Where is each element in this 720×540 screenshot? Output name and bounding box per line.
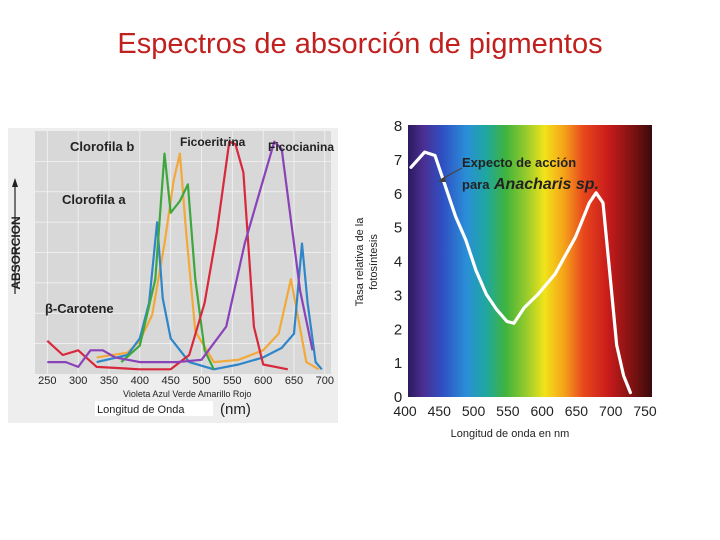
action-spectrum-curve [409, 150, 632, 395]
absorption-series-group [46, 140, 323, 371]
absorption-series-line-3 [46, 140, 289, 371]
action-y-tick-label: 3 [394, 287, 402, 304]
series-label-clorofila-a: Clorofila a [62, 192, 126, 207]
action-y-tick-label: 0 [394, 389, 402, 406]
absorption-y-axis-label: ABSORCION [9, 216, 23, 289]
action-x-tick-label: 550 [496, 403, 520, 419]
annotation-species: Anacharis sp. [493, 176, 599, 193]
absorption-series-line-4 [47, 140, 314, 368]
absorption-x-tick-label: 600 [254, 375, 272, 387]
annotation-pointer-head [438, 176, 446, 182]
action-y-axis-label-line-2: fotosíntesis [368, 234, 380, 290]
absorption-x-tick-label: 650 [285, 375, 303, 387]
slide-title: Espectros de absorción de pigmentos [117, 28, 603, 60]
action-x-tick-label: 400 [393, 403, 417, 419]
absorption-x-tick-label: 400 [131, 375, 149, 387]
action-x-tick-label: 700 [599, 403, 623, 419]
action-y-tick-label: 8 [394, 118, 402, 135]
action-y-tick-label: 4 [394, 254, 402, 271]
action-x-tick-label: 450 [428, 403, 452, 419]
action-x-tick-label: 750 [633, 403, 657, 419]
action-y-tick-label: 7 [394, 152, 402, 169]
annotation-line-2: para [462, 177, 490, 192]
absorption-chart: 250 300 350 400 450 500 550 600 650 700 Clorofila… [8, 128, 338, 423]
action-y-tick-label: 5 [394, 220, 402, 237]
series-label-ficocianina: Ficocianina [268, 140, 334, 154]
absorption-x-tick-label: 250 [38, 375, 56, 387]
action-y-tick-label: 6 [394, 186, 402, 203]
action-axis-ticks: 0 1 2 3 4 5 6 7 8 400 450 500 550 600 650 700 750 [393, 118, 657, 419]
series-label-clorofila-b: Clorofila b [70, 139, 134, 154]
absorption-x-axis-unit: (nm) [220, 401, 251, 418]
action-y-tick-label: 1 [394, 355, 402, 372]
action-y-tick-label: 2 [394, 321, 402, 338]
visible-spectrum-band [408, 125, 652, 397]
series-label-beta-carotene: β-Carotene [45, 301, 114, 316]
action-x-axis-label: Longitud de onda en nm [451, 428, 570, 440]
absorption-y-arrow-head [12, 178, 18, 187]
annotation-line-1: Expecto de acción [462, 155, 576, 170]
series-label-ficoeritrina: Ficoeritrina [180, 135, 246, 149]
absorption-x-tick-label: 300 [69, 375, 87, 387]
absorption-x-tick-label: 500 [192, 375, 210, 387]
action-x-tick-label: 650 [565, 403, 589, 419]
absorption-x-ticks: 250 300 350 400 450 500 550 600 650 700 [38, 375, 334, 387]
absorption-x-tick-label: 450 [161, 375, 179, 387]
action-x-tick-label: 600 [530, 403, 554, 419]
x-label-box [95, 401, 213, 416]
color-band-labels: Violeta Azul Verde Amarillo Rojo [123, 389, 251, 399]
absorption-x-tick-label: 550 [223, 375, 241, 387]
action-spectrum-chart: 0 1 2 3 4 5 6 7 8 400 450 500 550 600 650 700 750 Expect… [354, 118, 657, 440]
absorption-x-tick-label: 700 [316, 375, 334, 387]
action-x-tick-label: 500 [462, 403, 486, 419]
absorption-series-line-2 [120, 152, 215, 370]
absorption-x-tick-label: 350 [100, 375, 118, 387]
action-y-axis-label-line-1: Tasa relativa de la [354, 217, 366, 307]
absorption-x-axis-label: Longitud de Onda [97, 404, 185, 416]
